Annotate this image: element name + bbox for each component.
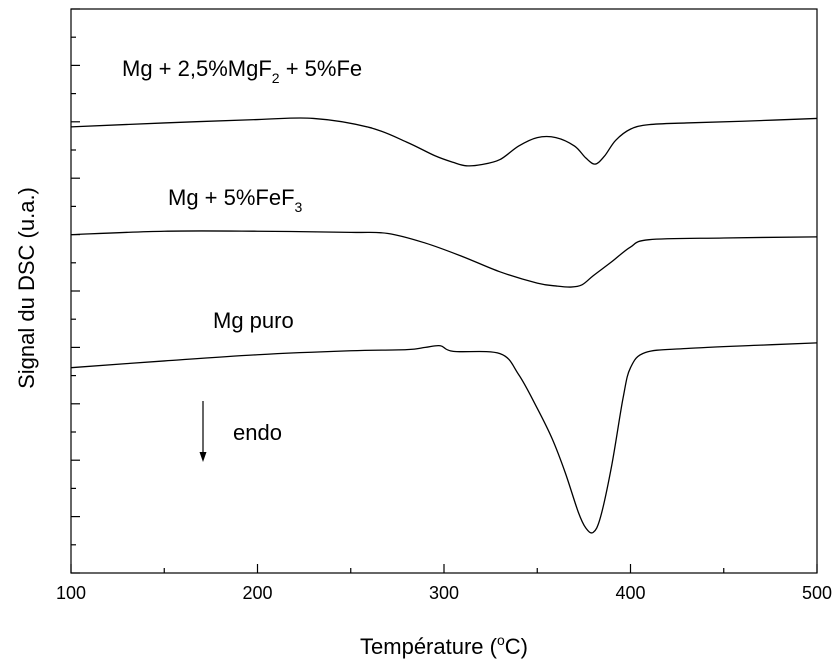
x-tick-label: 300 — [429, 583, 459, 603]
series-line-2 — [70, 342, 818, 534]
series-line-0 — [70, 117, 818, 167]
x-axis-title: Température (oC) — [360, 632, 528, 659]
x-tick-label: 500 — [802, 583, 832, 603]
series-label-mg-puro: Mg puro — [213, 308, 294, 333]
series-line-1 — [70, 230, 818, 288]
x-axis-ticks: 100 200 300 400 500 — [56, 564, 832, 603]
x-axis-title-degree: o — [497, 632, 505, 648]
endo-arrow-head — [199, 452, 207, 462]
plot-frame — [70, 8, 818, 574]
x-tick-label: 100 — [56, 583, 86, 603]
x-tick-label: 400 — [615, 583, 645, 603]
x-axis-title-main: Température ( — [360, 634, 498, 659]
y-axis-title: Signal du DSC (u.a.) — [14, 187, 39, 389]
y-axis-ticks — [71, 8, 80, 574]
endo-annotation: endo — [233, 420, 282, 445]
x-tick-label: 200 — [242, 583, 272, 603]
series-label-mg-mgf2-fe: Mg + 2,5%MgF2 + 5%Fe — [122, 56, 362, 86]
x-axis-title-unit: C) — [505, 634, 528, 659]
series-label-mg-fef3: Mg + 5%FeF3 — [168, 185, 303, 215]
dsc-curves — [70, 117, 818, 534]
